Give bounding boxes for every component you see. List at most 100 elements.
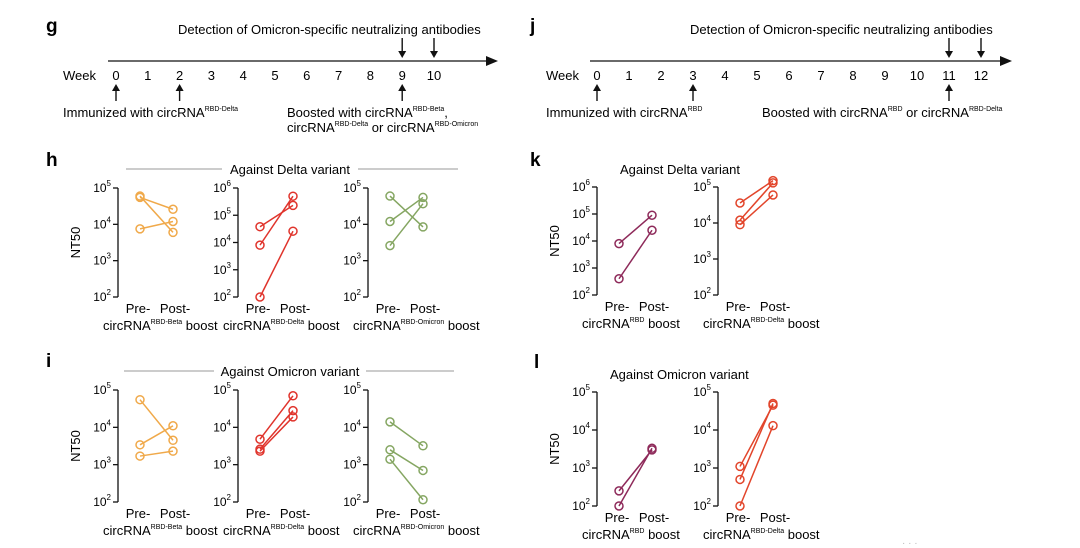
chart-i2-tick-label-2: 102	[213, 493, 231, 509]
timeline-j-top-arrow-11-icon	[945, 38, 953, 58]
timeline-g-boosted-text-line2: circRNARBD-Delta or circRNARBD-Omicron	[287, 120, 478, 135]
chart-l2-tick-label-exp: 4	[707, 421, 712, 430]
chart-l1-tick-label-base: 10	[572, 385, 586, 399]
chart-i2-series-2-line	[259, 416, 294, 452]
chart-k1-tick-label-base: 10	[572, 288, 586, 302]
chart-h1-tick-label-exp: 3	[107, 252, 112, 261]
header-h-text: Against Delta variant	[230, 162, 350, 177]
chart-k1-tick-label-exp: 3	[586, 259, 591, 268]
chart-l2-tick-label-base: 10	[693, 423, 707, 437]
watermark-text: · · ·	[902, 538, 918, 548]
header-k-text: Against Delta variant	[620, 162, 740, 177]
timeline-j-tick-2: 2	[657, 68, 664, 83]
header-l-text: Against Omicron variant	[610, 367, 749, 382]
chart-k1-tick-label-3: 103	[572, 259, 590, 275]
timeline-j-tick-11: 11	[942, 68, 956, 83]
chart-h3-tick-label-base: 10	[343, 217, 357, 231]
chart-k1-series-0-post-point	[647, 210, 657, 220]
chart-k1-series-0-line	[618, 214, 653, 245]
chart-i3-tick-label-base: 10	[343, 420, 357, 434]
chart-h2-group-label-base: circRNA	[223, 318, 271, 333]
chart-i1-tick-label-exp: 5	[107, 381, 112, 390]
chart-k2-group-label-base: circRNA	[703, 316, 751, 331]
chart-k2-x-label-post: Post-	[760, 299, 790, 314]
chart-k2-series-0-pre-point	[735, 198, 745, 208]
header-i-text: Against Omicron variant	[221, 364, 360, 379]
chart-i2-x-label-post: Post-	[280, 506, 310, 521]
chart-i2-tick-label-exp: 3	[227, 456, 232, 465]
chart-k2-tick-label-exp: 5	[707, 178, 712, 187]
chart-h2-group-label: circRNARBD-Delta boost	[223, 318, 340, 333]
timeline-g-top-arrow-10-icon	[430, 38, 438, 58]
chart-h3-series-0-pre-point	[385, 191, 395, 201]
chart-l1-group-label: circRNARBD boost	[582, 527, 680, 542]
chart-h1-series-1-post-point	[168, 204, 178, 215]
chart-l2-group-label-sup: RBD-Delta	[751, 528, 785, 535]
chart-h2-series-2-pre-point	[255, 292, 265, 302]
panel-letter-h: h	[46, 150, 58, 171]
chart-h3-tick-label-exp: 2	[357, 288, 362, 297]
chart-h2-x-label-post: Post-	[280, 301, 310, 316]
chart-i1-series-1-pre-point	[135, 440, 145, 450]
chart-i2-tick-label-exp: 5	[227, 381, 232, 390]
chart-k1-tick-label-base: 10	[572, 207, 586, 221]
chart-k2-series-1-line	[739, 182, 774, 221]
chart-h2-tick-label-exp: 4	[227, 234, 232, 243]
chart-i1-series-1-line	[139, 425, 174, 446]
chart-h1-tick-label-exp: 5	[107, 179, 112, 188]
chart-k2-tick-label-exp: 3	[707, 250, 712, 259]
chart-i1-series-0-pre-point	[135, 394, 145, 405]
chart-h3-group-label: circRNARBD-Omicron boost	[353, 318, 480, 333]
chart-k2-tick-label-base: 10	[693, 216, 707, 230]
chart-k1-group-label: circRNARBD boost	[582, 316, 680, 331]
timeline-g-tick-1: 1	[144, 68, 151, 83]
timeline-j-arrows	[593, 38, 985, 101]
chart-i1-tick-label-2: 102	[93, 493, 111, 509]
panel-i-header: i Against Omicron variant	[46, 351, 454, 379]
panel-j: j Detection of Omicron-specific neutrali…	[529, 16, 1012, 120]
chart-l2-tick-label-exp: 3	[707, 459, 712, 468]
timeline-g-tick-7: 7	[335, 68, 342, 83]
timeline-j-top-arrow-11-icon-head	[945, 51, 953, 58]
chart-i1-tick-label-base: 10	[93, 383, 107, 397]
chart-k2-tick-label-exp: 2	[707, 286, 712, 295]
chart-i3-group-label: circRNARBD-Omicron boost	[353, 523, 480, 538]
chart-h3-series-1-pre-point	[385, 216, 395, 227]
timeline-g-tick-5: 5	[271, 68, 278, 83]
chart-i1-y-label: NT50	[68, 430, 83, 462]
chart-l2-group-label: circRNARBD-Delta boost	[703, 527, 820, 542]
panel-letter-k: k	[530, 150, 541, 171]
chart-k1-tick-label-exp: 2	[586, 286, 591, 295]
chart-i2-group-label-base: circRNA	[223, 523, 271, 538]
timeline-j-top-arrow-12-icon	[977, 38, 985, 58]
chart-h3-series-2-line	[389, 203, 424, 247]
timeline-j-ticks: 0 1 2 3 4 5 6 7 8 9 10 11 12	[593, 68, 988, 83]
chart-l2-tick-label-3: 103	[693, 459, 711, 475]
chart-l1-tick-label-exp: 4	[586, 421, 591, 430]
chart-k1-series-1-pre-point	[614, 273, 624, 284]
chart-i3-group-label-tail: boost	[444, 523, 480, 538]
chart-h1-tick-label-exp: 2	[107, 288, 112, 297]
chart-h1-group-label-sup: RBD-Beta	[151, 319, 183, 326]
chart-i3-x-label-post: Post-	[410, 506, 440, 521]
chart-i1-group-label-sup: RBD-Beta	[151, 524, 183, 531]
timeline-g-bottom-arrow-9-icon-head	[398, 84, 407, 91]
chart-h1-series-2-post-point	[168, 216, 178, 227]
timeline-g-tick-4: 4	[240, 68, 247, 83]
chart-k1-group-label-sup: RBD	[630, 317, 645, 324]
chart-k2-series-2-post-point	[768, 190, 778, 200]
chart-h2-tick-label-6: 106	[213, 179, 231, 195]
chart-h1-tick-label-base: 10	[93, 290, 107, 304]
chart-k1-tick-label-base: 10	[572, 234, 586, 248]
chart-i1-tick-label-exp: 4	[107, 418, 112, 427]
chart-h2-series-1-line	[259, 195, 294, 246]
chart-h3-x-label-post: Post-	[410, 301, 440, 316]
chart-h2-group-label-sup: RBD-Delta	[271, 319, 305, 326]
chart-l2-tick-label-5: 105	[693, 383, 711, 399]
chart-h2-tick-label-base: 10	[213, 181, 227, 195]
chart-i2-tick-label-base: 10	[213, 420, 227, 434]
